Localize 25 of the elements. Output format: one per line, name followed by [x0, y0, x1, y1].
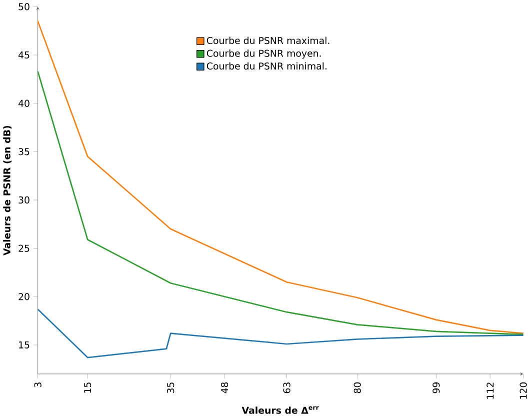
legend-label: Courbe du PSNR moyen.: [206, 50, 321, 59]
x-tick-label: 99: [432, 382, 440, 394]
y-tick-label: 40: [18, 100, 30, 107]
x-tick-label: 63: [283, 382, 290, 394]
x-tick-label: 15: [84, 382, 92, 393]
y-tick-label: 45: [18, 52, 30, 59]
y-axis-title: Valeurs de PSNR (en dB): [3, 126, 12, 256]
y-tick-label: 20: [18, 293, 30, 300]
line-series: [37, 20, 524, 334]
legend-label: Courbe du PSNR minimal.: [206, 62, 326, 70]
x-tick-label: 3: [34, 382, 42, 388]
legend-label: Courbe du PSNR maximal.: [206, 36, 330, 44]
y-tick-label: 30: [18, 196, 30, 204]
y-tick-label: 35: [18, 148, 30, 156]
y-tick-label: 50: [18, 3, 30, 10]
x-tick-label: 80: [354, 382, 361, 394]
x-tick-label: 120: [520, 382, 527, 399]
line-series: [37, 308, 524, 358]
y-tick-label: 25: [18, 244, 30, 252]
y-tick-label: 15: [19, 341, 30, 348]
x-tick-label: 35: [167, 382, 174, 394]
x-tick-label: 48: [220, 382, 228, 394]
x-tick-label: 112: [486, 382, 494, 399]
line-series: [37, 70, 524, 336]
x-axis-title: Valeurs de Δ$^{err}$: [242, 406, 319, 414]
